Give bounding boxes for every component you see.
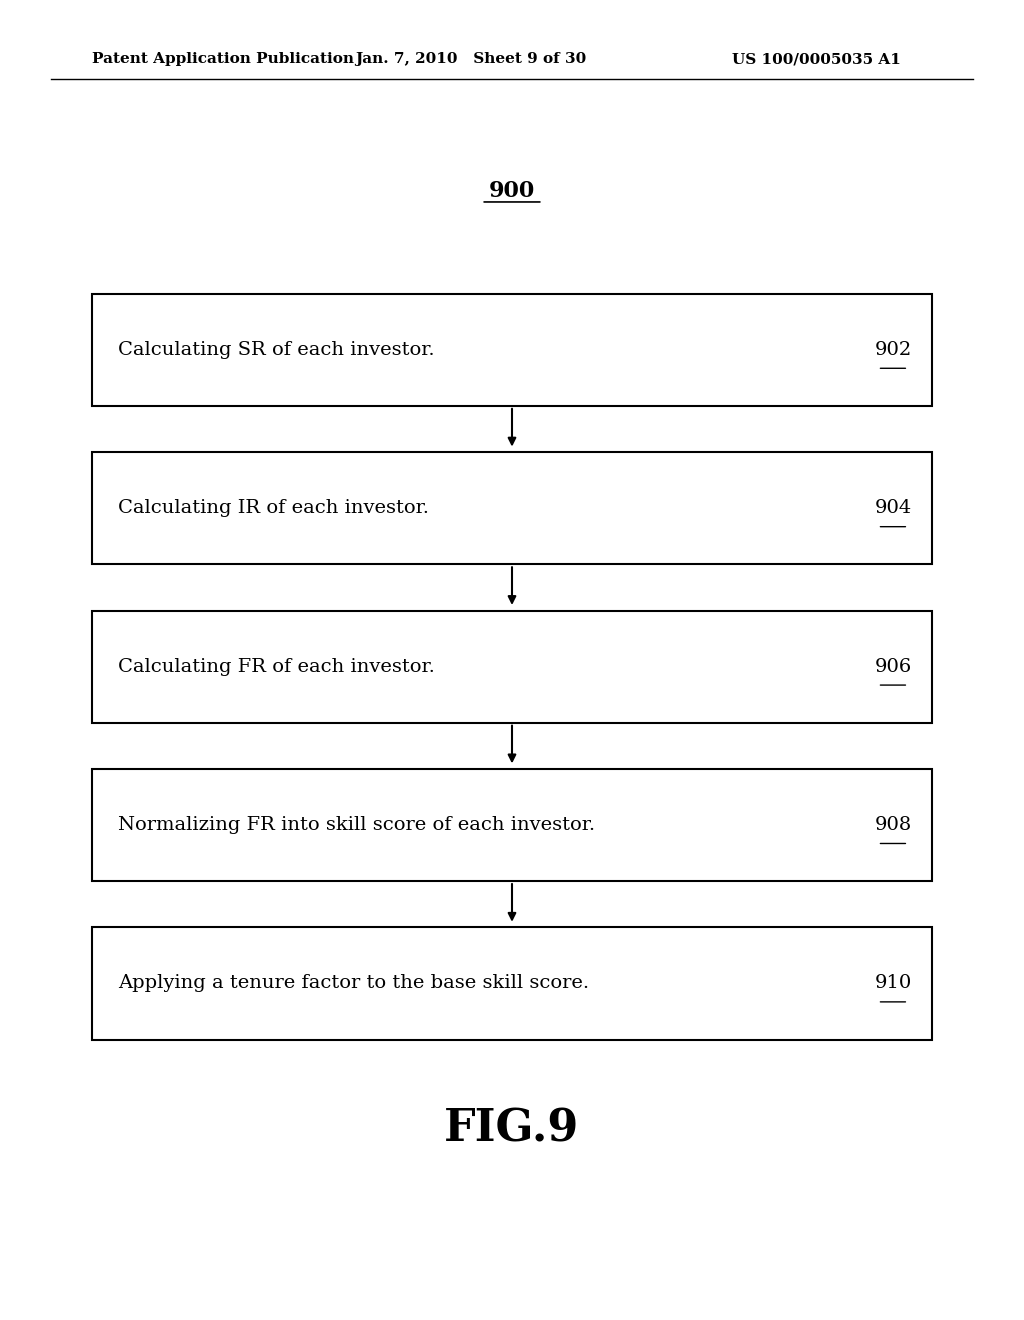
Text: Calculating IR of each investor.: Calculating IR of each investor. bbox=[118, 499, 429, 517]
Text: Calculating SR of each investor.: Calculating SR of each investor. bbox=[118, 341, 434, 359]
Text: Jan. 7, 2010   Sheet 9 of 30: Jan. 7, 2010 Sheet 9 of 30 bbox=[355, 53, 587, 66]
Text: 908: 908 bbox=[874, 816, 911, 834]
Text: 900: 900 bbox=[488, 181, 536, 202]
Bar bbox=[92, 451, 932, 565]
Text: 904: 904 bbox=[874, 499, 911, 517]
Text: 902: 902 bbox=[874, 341, 911, 359]
Text: 910: 910 bbox=[874, 974, 911, 993]
Bar bbox=[92, 610, 932, 722]
Text: Normalizing FR into skill score of each investor.: Normalizing FR into skill score of each … bbox=[118, 816, 595, 834]
Text: 906: 906 bbox=[874, 657, 911, 676]
Bar bbox=[92, 294, 932, 407]
Text: Patent Application Publication: Patent Application Publication bbox=[92, 53, 354, 66]
Bar bbox=[92, 768, 932, 882]
Text: FIG.9: FIG.9 bbox=[444, 1107, 580, 1150]
Text: Calculating FR of each investor.: Calculating FR of each investor. bbox=[118, 657, 434, 676]
Bar bbox=[92, 927, 932, 1040]
Text: Applying a tenure factor to the base skill score.: Applying a tenure factor to the base ski… bbox=[118, 974, 589, 993]
Text: US 100/0005035 A1: US 100/0005035 A1 bbox=[732, 53, 901, 66]
